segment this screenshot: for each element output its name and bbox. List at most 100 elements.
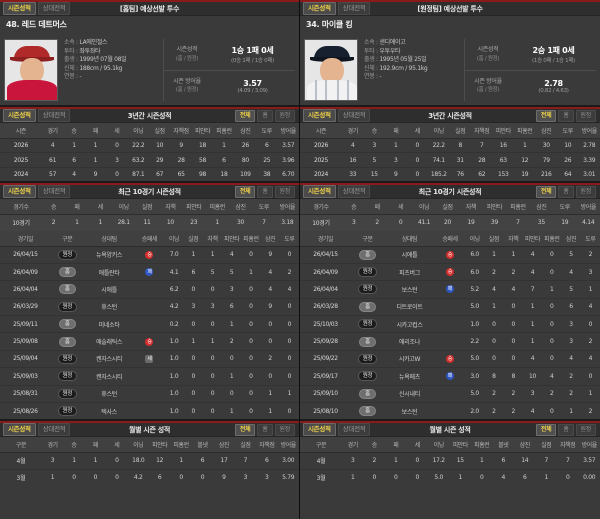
stat-cell: 9 (170, 138, 192, 154)
filter-home[interactable]: 홈 (257, 186, 273, 199)
filter-all[interactable]: 전체 (535, 424, 557, 437)
stat-cell: 1.0 (164, 385, 184, 403)
stat-cell: 18 (220, 170, 228, 178)
right-recent-summary-body: 10경기 3 2 0 41.1 20 19 39 7 35 19 4.14 (300, 214, 600, 231)
stat-cell: 9 (393, 170, 398, 178)
filter-all[interactable]: 전체 (234, 110, 256, 122)
stat-cell: 1 (63, 138, 85, 154)
filter-away[interactable]: 원정 (274, 110, 295, 122)
tab-season-stats[interactable]: 시즌성적 (303, 185, 336, 199)
column-header: 도루 (553, 199, 577, 216)
stat-cell: 1.0 (164, 332, 184, 351)
game-log-row[interactable]: 26/04/15 원정 뉴욕양키스 승 7.0 1 1 4 0 9 0 (0, 246, 299, 264)
table-header-row: 시즌 경기 승 패 세 이닝 실점 자책점 피안타 피홈런 삼진 도루 방어율 (0, 123, 299, 139)
filter-away[interactable]: 원정 (575, 424, 596, 437)
venue-badge: 홈 (351, 332, 384, 351)
filter-home[interactable]: 홈 (558, 186, 574, 199)
game-log-row[interactable]: 26/03/28 홈 디트로이트 5.0 1 0 1 0 6 4 (300, 298, 600, 317)
column-header: 자책 (459, 199, 483, 216)
game-log-row[interactable]: 25/09/11 홈 미네소타 0.2 0 0 1 0 0 0 (0, 315, 299, 334)
filter-home[interactable]: 홈 (257, 110, 273, 122)
game-log-row[interactable]: 26/04/15 홈 시애틀 승 6.0 1 1 4 0 5 2 (300, 246, 600, 264)
stat-cell: 0.2 (164, 315, 184, 334)
game-log-row[interactable]: 25/09/10 홈 신시내티 5.0 2 2 3 2 2 1 (300, 385, 600, 403)
column-header: 실점 (135, 199, 159, 216)
stat-cell: 16 (492, 138, 514, 154)
result-icon: 승 (134, 332, 165, 351)
tab-season-stats[interactable]: 시즌성적 (303, 2, 336, 15)
game-log-row[interactable]: 25/08/10 홈 보스턴 2.0 2 2 4 0 1 2 (300, 402, 600, 419)
stat-cell: 62 (478, 170, 486, 178)
game-log-row[interactable]: 26/04/09 홈 애틀란타 패 4.1 6 5 5 1 4 2 (0, 263, 299, 282)
column-header: 도루 (256, 123, 278, 139)
filter-all[interactable]: 전체 (535, 186, 557, 199)
left-monthly-body: 4월 3 1 1 0 18.0 12 1 6 17 7 6 3.00 3월 1 0 0 0 4.2 6 0 0 9 3 3 5.7… (0, 452, 299, 485)
filter-all[interactable]: 전체 (234, 186, 256, 199)
venue-badge: 홈 (50, 263, 84, 282)
stat-cell: 0 (260, 315, 280, 334)
tab-season-stats[interactable]: 시즌성적 (3, 423, 36, 437)
filter-all[interactable]: 전체 (535, 110, 557, 122)
stat-cell: 11 (135, 214, 159, 231)
game-log-row[interactable]: 25/10/03 원정 시카고컵스 1.0 0 0 1 0 3 0 (300, 315, 600, 334)
column-header: 피홈런 (170, 437, 192, 454)
right-player-photo (304, 39, 358, 101)
filter-home[interactable]: 홈 (257, 424, 273, 437)
info-row-salary: 연봉 : - (64, 73, 82, 81)
tab-head-to-head[interactable]: 상대전적 (37, 2, 71, 15)
game-log-row[interactable]: 26/03/29 원정 휴스턴 4.2 3 3 6 0 9 0 (0, 298, 299, 317)
tab-head-to-head[interactable]: 상대전적 (337, 185, 371, 199)
game-log-row[interactable]: 25/09/17 원정 뉴욕메츠 패 3.0 8 8 10 4 2 0 (300, 367, 600, 386)
filter-home[interactable]: 홈 (558, 424, 574, 437)
column-header: 패 (365, 199, 389, 216)
right-summary-record: 시즌성적 (홈 / 원정) 2승 1패 0세 (1승 0패 / 1승 1패) (476, 46, 575, 64)
stat-cell: 1 (202, 332, 223, 351)
info-row-team: 소속 : 샌디에이고 (364, 39, 406, 46)
game-log-row[interactable]: 25/08/31 원정 휴스턴 1.0 0 0 0 0 1 1 (0, 385, 299, 403)
table-row: 4월 3 2 1 0 17.2 15 1 6 14 7 7 3.57 (300, 452, 600, 470)
game-log-row[interactable]: 25/08/26 원정 텍사스 1.0 0 0 1 0 1 0 (0, 402, 299, 419)
game-log-row[interactable]: 25/09/03 원정 캔자스시티 1.0 0 0 1 0 0 0 (0, 367, 299, 386)
stat-cell: 1.0 (164, 350, 184, 369)
table-header-row: 구분 경기 승 패 세 이닝 피안타 피홈런 볼넷 삼진 실점 자책점 방어율 (300, 437, 600, 454)
tab-head-to-head[interactable]: 상대전적 (337, 423, 371, 437)
tab-season-stats[interactable]: 시즌성적 (303, 423, 336, 437)
column-header: 실점 (435, 199, 460, 216)
tab-head-to-head[interactable]: 상대전적 (37, 185, 71, 199)
tab-season-stats[interactable]: 시즌성적 (3, 185, 36, 199)
column-header: 세 (106, 123, 128, 139)
stat-cell: 1 (213, 138, 235, 154)
left-spacer (0, 485, 299, 519)
filter-all[interactable]: 전체 (234, 424, 256, 437)
game-log-row[interactable]: 26/04/04 홈 시애틀 6.2 0 0 3 0 4 4 (0, 280, 299, 299)
tab-head-to-head[interactable]: 상대전적 (337, 2, 371, 15)
filter-away[interactable]: 원정 (274, 186, 295, 199)
game-log-row[interactable]: 26/04/04 원정 보스턴 패 5.2 4 4 7 1 5 1 (300, 280, 600, 299)
filter-away[interactable]: 원정 (575, 110, 596, 122)
column-header: 방어율 (576, 199, 600, 216)
tab-head-to-head[interactable]: 상대전적 (337, 109, 371, 122)
venue-badge: 홈 (50, 332, 84, 351)
tab-season-stats[interactable]: 시즌성적 (3, 109, 36, 122)
stat-cell: 2 (492, 407, 496, 415)
filter-home[interactable]: 홈 (558, 110, 574, 122)
game-log-row[interactable]: 25/09/28 홈 애리조나 2.2 0 0 1 0 3 2 (300, 332, 600, 351)
stat-cell: 6 (183, 263, 203, 282)
game-log-row[interactable]: 25/09/08 홈 애슬래틱스 승 1.0 1 1 2 0 0 0 (0, 332, 299, 351)
filter-away[interactable]: 원정 (575, 186, 596, 199)
column-header: 승 (363, 437, 385, 454)
tab-head-to-head[interactable]: 상대전적 (37, 423, 71, 437)
game-log-row[interactable]: 25/09/04 원정 캔자스시티 세 1.0 0 0 0 0 2 0 (0, 350, 299, 369)
game-log-row[interactable]: 25/09/22 원정 시카고W 승 5.0 0 0 4 0 4 4 (300, 350, 600, 369)
stat-cell: 4 (522, 350, 543, 369)
tab-season-stats[interactable]: 시즌성적 (3, 2, 36, 15)
stat-cell: 2 (561, 367, 581, 386)
opponent-team: 시카고W (384, 350, 435, 369)
column-header: 경기일 (0, 230, 51, 247)
tab-head-to-head[interactable]: 상대전적 (37, 109, 71, 122)
game-log-row[interactable]: 26/04/09 원정 피츠버그 승 6.0 2 2 4 0 4 3 (300, 263, 600, 282)
stat-cell: 0 (183, 280, 203, 299)
tab-season-stats[interactable]: 시즌성적 (303, 109, 336, 122)
filter-away[interactable]: 원정 (274, 424, 295, 437)
stat-cell: 28.1 (111, 214, 136, 231)
